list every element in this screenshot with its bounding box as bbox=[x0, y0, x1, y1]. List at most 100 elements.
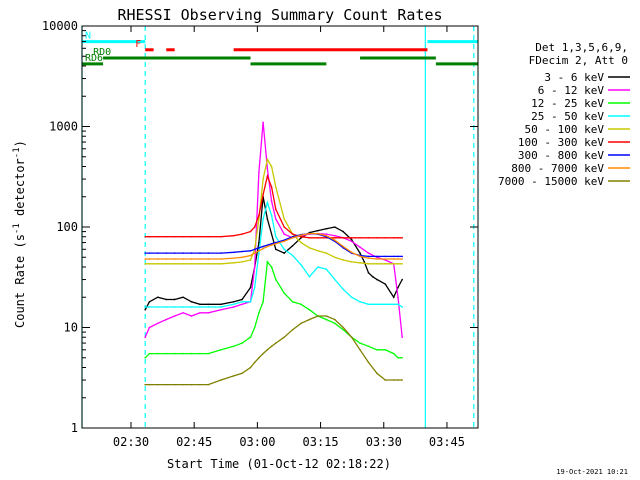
series-5-point-18 bbox=[274, 208, 277, 211]
x-tick-label-2: 03:00 bbox=[239, 435, 275, 449]
legend-label-0: 3 - 6 keV bbox=[544, 71, 604, 84]
series-0-point-30 bbox=[371, 275, 374, 278]
y-tick-label-0: 1 bbox=[71, 421, 78, 435]
series-0-point-22 bbox=[317, 229, 319, 232]
chart-title: RHESSI Observing Summary Count Rates bbox=[117, 6, 442, 24]
series-4-point-4 bbox=[173, 263, 176, 265]
series-4-point-6 bbox=[190, 263, 193, 265]
series-3-point-10 bbox=[232, 303, 235, 306]
series-2-point-20 bbox=[291, 301, 294, 303]
series-1-point-5 bbox=[182, 312, 184, 314]
series-5-point-26 bbox=[342, 237, 344, 239]
series-3-point-9 bbox=[220, 306, 222, 308]
series-5-point-3 bbox=[165, 235, 168, 238]
series-2-point-9 bbox=[220, 348, 222, 351]
series-6-point-16 bbox=[266, 244, 269, 246]
series-3-point-21 bbox=[300, 264, 302, 266]
series-7-point-32 bbox=[392, 258, 395, 260]
series-8-point-25 bbox=[333, 318, 336, 321]
x-tick-label-0: 02:30 bbox=[113, 435, 149, 449]
series-7-point-3 bbox=[165, 258, 168, 260]
series-4-point-24 bbox=[325, 252, 328, 254]
series-6-point-34 bbox=[401, 255, 403, 258]
series-4-point-32 bbox=[392, 263, 395, 265]
series-6-point-17 bbox=[270, 243, 273, 245]
series-1-point-33 bbox=[397, 296, 399, 299]
series-8-point-21 bbox=[300, 322, 302, 325]
series-7-point-0 bbox=[144, 258, 146, 260]
series-5-point-17 bbox=[270, 186, 273, 188]
y-axis-title-text: Count Rate (s-1 detector-1) bbox=[12, 140, 27, 328]
series-3-point-0 bbox=[144, 306, 146, 308]
series-7-point-26 bbox=[342, 245, 344, 248]
series-5-point-20 bbox=[291, 233, 294, 235]
series-7-point-34 bbox=[401, 258, 403, 260]
series-4-point-12 bbox=[249, 259, 252, 261]
series-7-point-30 bbox=[376, 258, 378, 260]
series-5-point-30 bbox=[376, 237, 378, 239]
series-2-point-4 bbox=[173, 352, 176, 355]
series-2-point-34 bbox=[401, 356, 403, 359]
series-7-point-25 bbox=[333, 239, 336, 241]
series-1-point-2 bbox=[157, 322, 159, 325]
series-6-point-6 bbox=[190, 252, 193, 254]
series-7-point-24 bbox=[325, 234, 328, 237]
series-0-point-14 bbox=[258, 241, 260, 244]
legend: Det 1,3,5,6,9, FDecim 2, Att 0 3 - 6 keV… bbox=[498, 41, 630, 188]
series-2-point-28 bbox=[359, 342, 361, 344]
series-8-point-23 bbox=[317, 315, 319, 317]
series-3-point-4 bbox=[173, 306, 176, 308]
series-4-point-17 bbox=[270, 165, 273, 168]
series-3-point-16 bbox=[266, 201, 269, 204]
series-2-point-13 bbox=[253, 326, 256, 329]
series-1-point-7 bbox=[199, 312, 201, 314]
series-0-point-6 bbox=[190, 301, 193, 303]
series-4-point-28 bbox=[359, 262, 361, 264]
series-0-point-0 bbox=[144, 309, 146, 311]
series-8-point-12 bbox=[249, 366, 252, 369]
series-5-point-13 bbox=[253, 226, 256, 228]
y-tick-label-1: 10 bbox=[64, 321, 78, 335]
series-1-point-29 bbox=[367, 252, 370, 254]
series-8-point-9 bbox=[220, 379, 222, 381]
series-6-point-3 bbox=[165, 252, 168, 254]
series-7-point-13 bbox=[253, 252, 256, 254]
series-2-point-26 bbox=[342, 328, 344, 331]
series-0-point-3 bbox=[165, 298, 168, 301]
series-2-point-6 bbox=[190, 352, 193, 355]
series-5-point-7 bbox=[199, 235, 201, 238]
series-4-point-14 bbox=[258, 218, 260, 220]
flag-f-label: F bbox=[135, 39, 141, 50]
series-3-point-28 bbox=[359, 301, 361, 303]
series-1-point-27 bbox=[350, 240, 353, 243]
series-4-point-3 bbox=[165, 263, 168, 265]
series-0-point-11 bbox=[241, 298, 243, 301]
flag-n-label: N bbox=[85, 31, 91, 42]
series-3-point-6 bbox=[190, 306, 193, 308]
series-4-point-5 bbox=[182, 263, 184, 265]
series-5-point-4 bbox=[173, 235, 176, 238]
series-3-point-33 bbox=[397, 303, 399, 306]
series-3-point-3 bbox=[165, 306, 168, 308]
series-1-point-24 bbox=[325, 233, 328, 235]
series-6-point-18 bbox=[274, 241, 277, 244]
series-5-point-11 bbox=[241, 233, 243, 235]
series-8-point-22 bbox=[308, 318, 311, 321]
legend-header-line-2: FDecim 2, Att 0 bbox=[529, 54, 628, 67]
legend-label-4: 50 - 100 keV bbox=[525, 123, 605, 136]
flag-rd0-label: RD0 bbox=[93, 47, 111, 58]
series-7-point-4 bbox=[173, 258, 176, 260]
series-1-point-25 bbox=[333, 234, 336, 237]
series-0-point-24 bbox=[333, 226, 336, 228]
series-5-point-6 bbox=[190, 235, 193, 238]
series-0-point-19 bbox=[291, 245, 294, 247]
y-tick-label-4: 10000 bbox=[42, 19, 78, 33]
series-5-point-19 bbox=[283, 226, 286, 228]
series-8-point-10 bbox=[232, 375, 235, 377]
series-4-point-19 bbox=[283, 218, 286, 220]
series-4-point-34 bbox=[401, 263, 403, 265]
series-3-point-20 bbox=[291, 254, 294, 257]
series-6-point-15 bbox=[262, 245, 264, 248]
